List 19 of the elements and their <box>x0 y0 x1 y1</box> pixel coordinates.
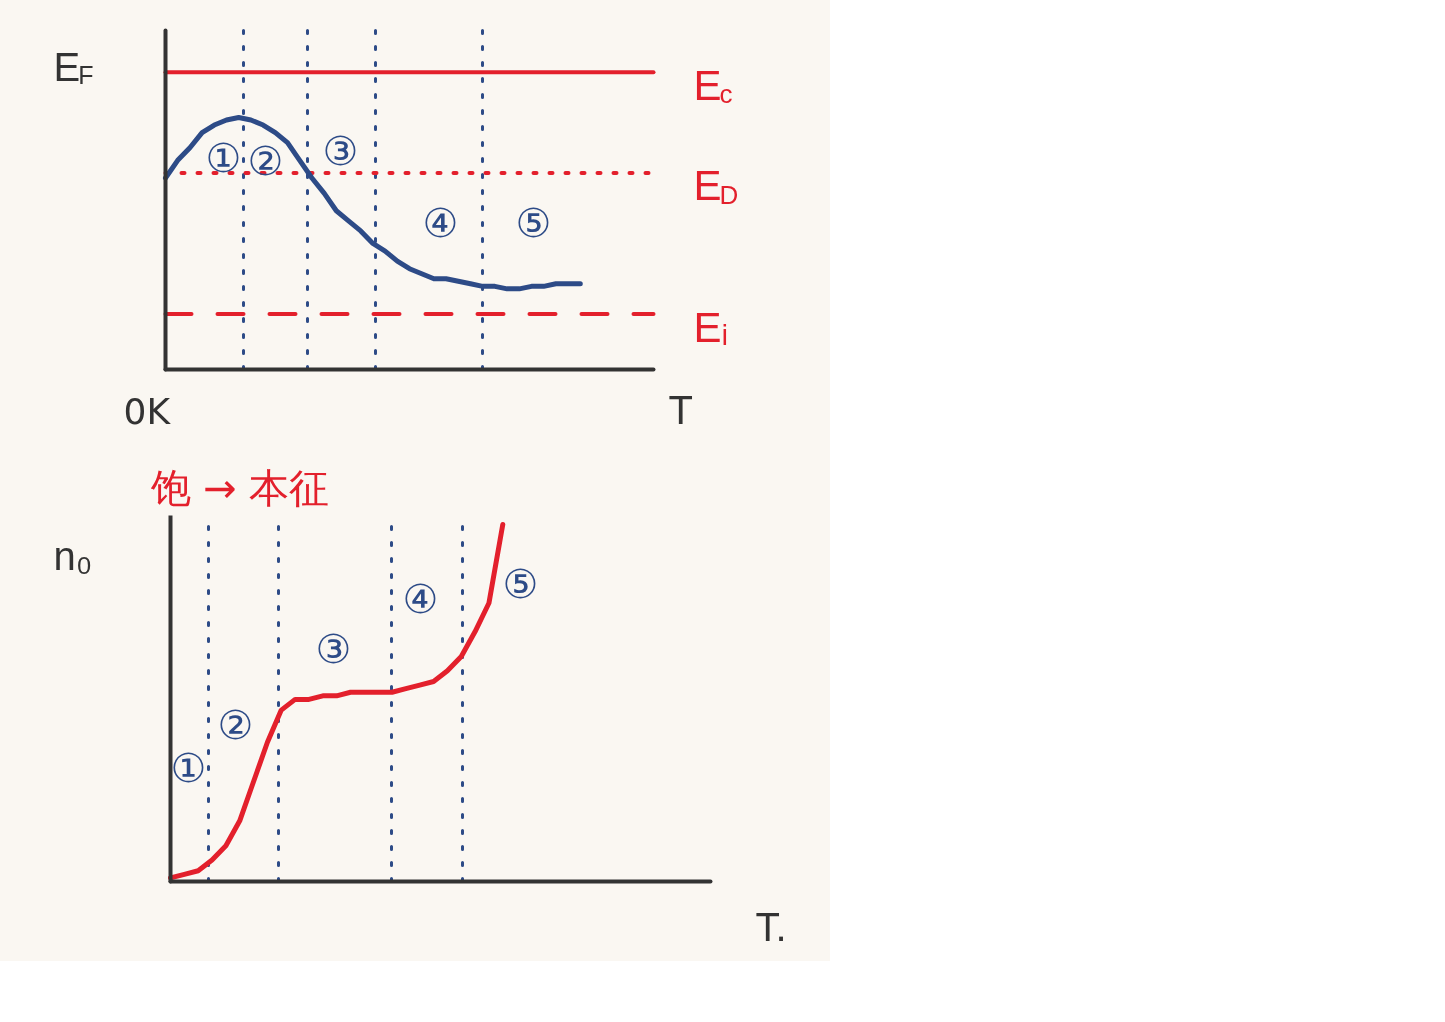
annotation: ③ <box>315 625 352 672</box>
ref-line-label: Ec <box>693 61 733 110</box>
annotation: ④ <box>402 575 439 622</box>
annotation: ② <box>247 137 284 184</box>
text: 0K <box>123 391 172 432</box>
annotation: ① <box>170 744 207 791</box>
annotation: ③ <box>322 127 359 174</box>
ref-line-label: ED <box>693 162 739 211</box>
x-axis-title: T <box>668 387 693 432</box>
annotation: ① <box>205 134 242 181</box>
ref-line-label: Eᵢ <box>693 303 729 351</box>
annotation: ⑤ <box>502 560 539 607</box>
x-axis-title: T. <box>755 904 787 949</box>
annotation: ⑤ <box>515 199 552 246</box>
text: 饱 → 本征 <box>149 464 330 511</box>
annotation: ④ <box>422 199 459 246</box>
annotation: ② <box>217 701 254 748</box>
y-axis-title: n₀ <box>53 533 93 578</box>
y-axis-title: EF <box>53 44 94 90</box>
